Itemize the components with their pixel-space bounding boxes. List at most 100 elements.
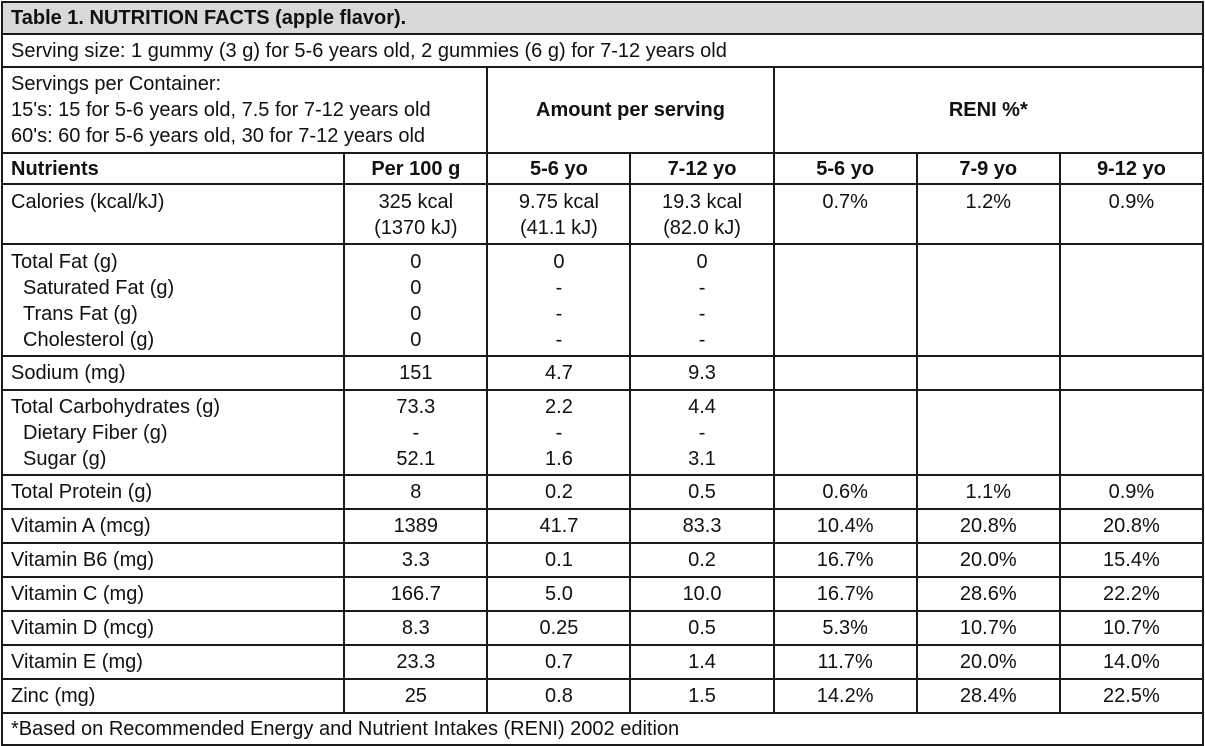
col-header-reni-9-12: 9-12 yo: [1058, 152, 1205, 185]
table-row: Vitamin C (mg) 166.7 5.0 10.0 16.7% 28.6% 22.2…: [0, 576, 1205, 612]
col-header-amt-7-12: 7-12 yo: [629, 152, 775, 185]
table-row: Total Fat (g) Saturated Fat (g) Trans Fa…: [0, 243, 1205, 357]
cell-amt-7-12: 0.2: [629, 542, 775, 578]
cell-amt-7-12: 0.5: [629, 610, 775, 646]
cell-reni-9-12: 15.4%: [1058, 542, 1205, 578]
cell-per100: 23.3: [343, 644, 489, 680]
cell-per100: 8.3: [343, 610, 489, 646]
cell-reni-9-12: 22.2%: [1058, 576, 1205, 612]
cell-amt-7-12: 1.4: [629, 644, 775, 680]
cell-amt-5-6: 0.8: [486, 678, 632, 714]
row-label: Vitamin D (mcg): [0, 610, 346, 646]
servings-line: Servings per Container:: [11, 73, 222, 95]
table-row: Sodium (mg) 151 4.7 9.3: [0, 355, 1205, 391]
cell-reni-empty: [915, 355, 1061, 391]
cell-reni-5-6: 16.7%: [772, 542, 918, 578]
cell-per100: 25: [343, 678, 489, 714]
cell-reni-9-12: 14.0%: [1058, 644, 1205, 680]
cell-reni-7-9: 1.1%: [915, 474, 1061, 510]
row-label: Calories (kcal/kJ): [0, 183, 346, 245]
cell-reni-7-9: 20.8%: [915, 508, 1061, 544]
cell-amt-5-6: 2.2-1.6: [486, 389, 632, 476]
row-label: Vitamin B6 (mg): [0, 542, 346, 578]
col-header-amt-5-6: 5-6 yo: [486, 152, 632, 185]
table-row: Calories (kcal/kJ) 325 kcal (1370 kJ) 9.7…: [0, 183, 1205, 245]
cell-amt-5-6: 9.75 kcal (41.1 kJ): [486, 183, 632, 245]
cell-reni-5-6: 0.6%: [772, 474, 918, 510]
cell-reni-5-6: 14.2%: [772, 678, 918, 714]
cell-reni-7-9: 28.4%: [915, 678, 1061, 714]
servings-per-container: Servings per Container: 15's: 15 for 5-6…: [0, 66, 489, 154]
cell-amt-7-12: 0---: [629, 243, 775, 357]
amount-per-serving-header: Amount per serving: [486, 66, 775, 154]
cell-reni-9-12: 10.7%: [1058, 610, 1205, 646]
cell-reni-5-6: 11.7%: [772, 644, 918, 680]
col-header-reni-7-9: 7-9 yo: [915, 152, 1061, 185]
cell-amt-5-6: 41.7: [486, 508, 632, 544]
cell-reni-empty: [1058, 355, 1205, 391]
cell-per100: 73.3-52.1: [343, 389, 489, 476]
cell-amt-7-12: 0.5: [629, 474, 775, 510]
cell-reni-7-9: 28.6%: [915, 576, 1061, 612]
servings-line: 60's: 60 for 5-6 years old, 30 for 7-12 …: [11, 125, 426, 147]
cell-reni-7-9: 20.0%: [915, 542, 1061, 578]
cell-amt-5-6: 0---: [486, 243, 632, 357]
table-row: Vitamin B6 (mg) 3.3 0.1 0.2 16.7% 20.0% 15.4%: [0, 542, 1205, 578]
table-row: Total Protein (g) 8 0.2 0.5 0.6% 1.1% 0.9%: [0, 474, 1205, 510]
row-label: Total Carbohydrates (g) Dietary Fiber (g…: [0, 389, 346, 476]
cell-amt-5-6: 0.7: [486, 644, 632, 680]
cell-per100: 151: [343, 355, 489, 391]
cell-reni-5-6: 0.7%: [772, 183, 918, 245]
cell-per100: 166.7: [343, 576, 489, 612]
cell-reni-9-12: 0.9%: [1058, 183, 1205, 245]
row-label: Vitamin A (mcg): [0, 508, 346, 544]
cell-per100: 1389: [343, 508, 489, 544]
cell-reni-5-6: 5.3%: [772, 610, 918, 646]
table-row: Vitamin E (mg) 23.3 0.7 1.4 11.7% 20.0% 14.0%: [0, 644, 1205, 680]
reni-header: RENI %*: [772, 66, 1205, 154]
cell-reni-7-9: 20.0%: [915, 644, 1061, 680]
cell-amt-5-6: 0.2: [486, 474, 632, 510]
cell-amt-7-12: 1.5: [629, 678, 775, 714]
cell-amt-7-12: 4.4-3.1: [629, 389, 775, 476]
cell-reni-empty: [772, 389, 918, 476]
cell-reni-5-6: 16.7%: [772, 576, 918, 612]
col-header-nutrients: Nutrients: [0, 152, 346, 185]
column-header-row: Nutrients Per 100 g 5-6 yo 7-12 yo 5-6 y…: [0, 152, 1205, 185]
cell-reni-7-9: 10.7%: [915, 610, 1061, 646]
cell-reni-empty: [915, 389, 1061, 476]
serving-size: Serving size: 1 gummy (3 g) for 5-6 year…: [1, 33, 1204, 68]
table-row: Vitamin D (mcg) 8.3 0.25 0.5 5.3% 10.7% 10.7%: [0, 610, 1205, 646]
cell-amt-5-6: 5.0: [486, 576, 632, 612]
cell-amt-5-6: 0.1: [486, 542, 632, 578]
table-title: Table 1. NUTRITION FACTS (apple flavor).: [1, 1, 1204, 35]
cell-amt-5-6: 0.25: [486, 610, 632, 646]
cell-reni-empty: [915, 243, 1061, 357]
cell-per100: 3.3: [343, 542, 489, 578]
cell-reni-5-6: 10.4%: [772, 508, 918, 544]
row-label: Vitamin C (mg): [0, 576, 346, 612]
cell-reni-9-12: 22.5%: [1058, 678, 1205, 714]
cell-reni-empty: [772, 355, 918, 391]
col-header-reni-5-6: 5-6 yo: [772, 152, 918, 185]
cell-reni-7-9: 1.2%: [915, 183, 1061, 245]
cell-amt-7-12: 9.3: [629, 355, 775, 391]
row-label: Sodium (mg): [0, 355, 346, 391]
row-label: Total Fat (g) Saturated Fat (g) Trans Fa…: [0, 243, 346, 357]
cell-amt-7-12: 10.0: [629, 576, 775, 612]
cell-reni-empty: [1058, 389, 1205, 476]
footnote: *Based on Recommended Energy and Nutrien…: [1, 712, 1204, 746]
cell-amt-7-12: 83.3: [629, 508, 775, 544]
table-row: Total Carbohydrates (g) Dietary Fiber (g…: [0, 389, 1205, 476]
servings-line: 15's: 15 for 5-6 years old, 7.5 for 7-12…: [11, 99, 431, 121]
cell-reni-empty: [772, 243, 918, 357]
cell-reni-9-12: 0.9%: [1058, 474, 1205, 510]
table-row: Vitamin A (mcg) 1389 41.7 83.3 10.4% 20.8% 20.…: [0, 508, 1205, 544]
cell-reni-empty: [1058, 243, 1205, 357]
col-header-per100: Per 100 g: [343, 152, 489, 185]
row-label: Zinc (mg): [0, 678, 346, 714]
cell-amt-7-12: 19.3 kcal (82.0 kJ): [629, 183, 775, 245]
row-label: Total Protein (g): [0, 474, 346, 510]
table-row: Zinc (mg) 25 0.8 1.5 14.2% 28.4% 22.5%: [0, 678, 1205, 714]
